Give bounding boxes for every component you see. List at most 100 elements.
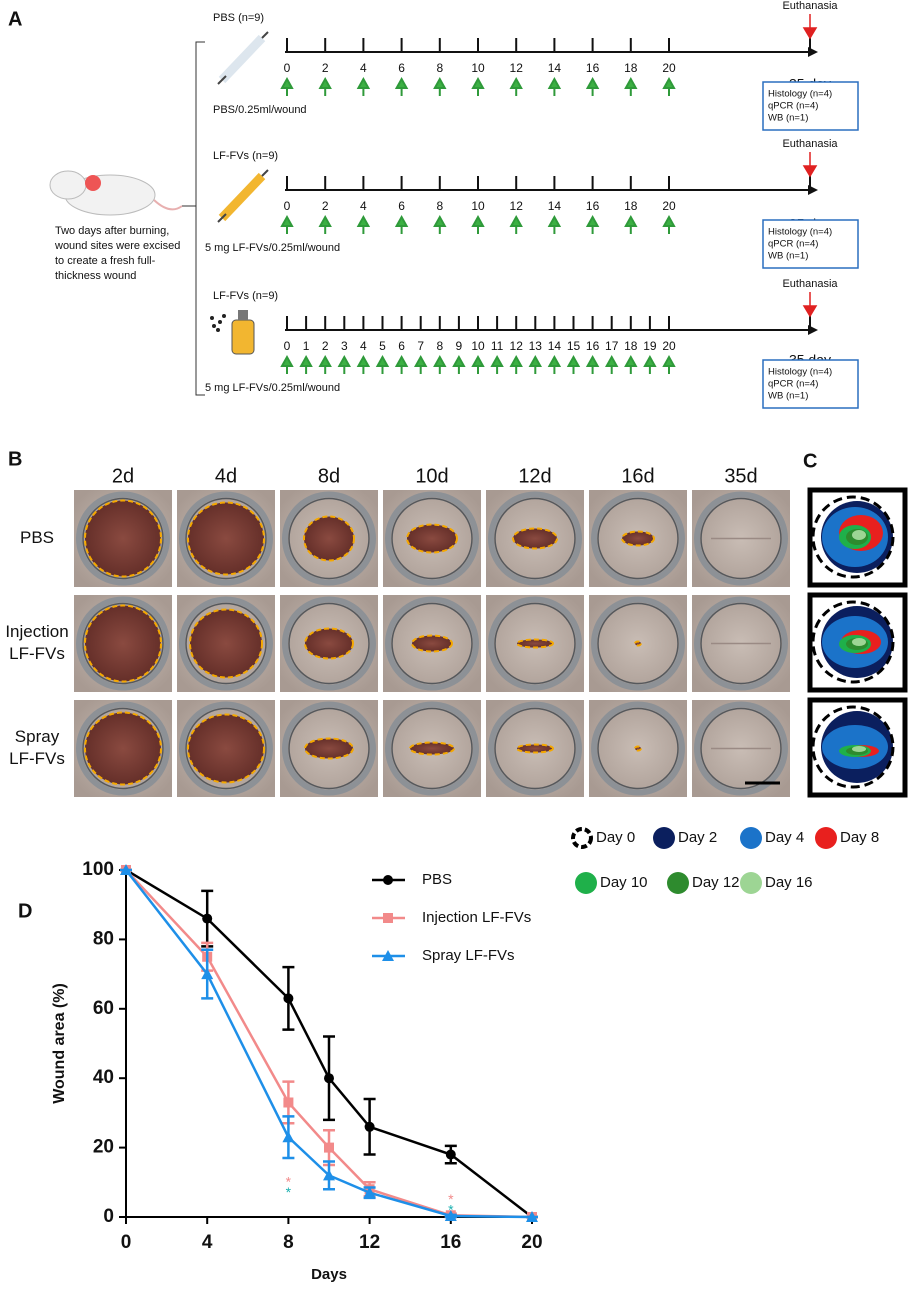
dose-arrow — [605, 354, 619, 374]
point — [526, 1211, 538, 1222]
map-day16 — [852, 638, 866, 646]
dose-arrow — [280, 354, 294, 374]
column-header: 12d — [518, 465, 551, 487]
x-tick-label: 12 — [359, 1232, 380, 1253]
day-label: 6 — [398, 339, 405, 353]
legend-swatch — [740, 872, 762, 894]
syringe-outline — [217, 31, 269, 85]
spray-dot — [216, 328, 220, 332]
spray-head — [238, 310, 248, 320]
significance: * — [448, 1201, 454, 1217]
map-day16 — [852, 530, 866, 540]
wound — [85, 605, 161, 682]
ring-inner — [597, 497, 679, 580]
spray-dot — [222, 314, 226, 318]
event-label: Euthanasia — [782, 138, 838, 150]
day-label: 2 — [322, 339, 329, 353]
dose-arrow — [318, 354, 332, 374]
ring-inner — [288, 497, 370, 580]
ring-inner — [288, 602, 370, 685]
wound — [305, 628, 353, 659]
significance: * — [448, 1191, 454, 1207]
panel-label: B — [8, 448, 22, 470]
event-arrow — [802, 14, 818, 40]
dose-arrow — [414, 354, 428, 374]
ring — [591, 596, 685, 691]
event-arrow — [802, 292, 818, 318]
wound-outline — [516, 743, 554, 754]
ring-inner — [700, 707, 782, 790]
legend-swatch — [571, 827, 593, 849]
day-label: 12 — [510, 199, 524, 213]
spray-dot — [212, 324, 216, 328]
dose-arrow — [585, 76, 600, 96]
day-label: 4 — [360, 199, 367, 213]
dose-arrow — [509, 214, 523, 234]
dose-arrow — [337, 354, 351, 374]
map-day16 — [852, 746, 866, 752]
legend-swatch — [667, 872, 689, 894]
y-tick-label: 40 — [93, 1067, 114, 1088]
dose-arrow — [624, 214, 638, 234]
day-label: 12 — [510, 339, 524, 353]
ring — [179, 701, 273, 796]
day-label: 13 — [529, 339, 543, 353]
wound-outline — [303, 515, 355, 562]
ring-inner — [391, 602, 473, 685]
day-label: 10 — [471, 61, 485, 75]
day-label: 14 — [548, 339, 562, 353]
legend-swatch — [815, 827, 837, 849]
dose-arrow — [490, 354, 504, 374]
legend-label: Day 4 — [765, 829, 804, 846]
group-title: LF-FVs (n=9) — [213, 150, 278, 162]
outcome: WB (n=1) — [768, 251, 808, 262]
point — [120, 864, 132, 875]
point — [363, 1186, 376, 1198]
dose-arrow — [280, 76, 294, 96]
dose-arrow — [662, 214, 676, 234]
legend-label: Day 12 — [692, 874, 740, 891]
x-tick-label: 0 — [121, 1232, 132, 1253]
day-label: 20 — [662, 61, 676, 75]
bracket — [182, 41, 205, 396]
dose-arrow — [394, 214, 409, 234]
legend-label: Day 0 — [596, 829, 635, 846]
y-tick-label: 80 — [93, 928, 114, 949]
map-day0 — [811, 600, 895, 684]
x-tick-label: 16 — [440, 1232, 461, 1253]
day-label: 7 — [417, 339, 424, 353]
legend-label: Injection LF-FVs — [422, 909, 531, 926]
wound-outline — [621, 530, 655, 547]
x-tick-label: 20 — [521, 1232, 542, 1253]
wound-outline — [84, 499, 162, 578]
wound — [513, 528, 557, 549]
dose-arrow — [356, 76, 371, 96]
ring-inner — [185, 707, 267, 790]
dose-text: PBS/0.25ml/wound — [213, 104, 307, 116]
ring — [591, 491, 685, 586]
day-label: 4 — [360, 339, 367, 353]
mouse-caption: Two days after burning, — [55, 225, 169, 237]
map-day0 — [811, 705, 895, 789]
day-label: 10 — [471, 199, 485, 213]
day-label: 8 — [436, 61, 443, 75]
outcome: qPCR (n=4) — [768, 101, 818, 112]
legend-label: Day 16 — [765, 874, 813, 891]
dose-arrow — [528, 354, 542, 374]
column-header: 2d — [112, 465, 134, 487]
ring-inner — [391, 497, 473, 580]
dose-arrow — [394, 354, 409, 374]
wound-outline — [187, 501, 265, 576]
wound — [190, 609, 262, 678]
wound — [188, 714, 264, 783]
dose-text: 5 mg LF-FVs/0.25ml/wound — [205, 382, 340, 394]
ring — [694, 491, 788, 586]
ring — [694, 701, 788, 796]
ring — [179, 596, 273, 691]
day-label: 11 — [491, 339, 504, 353]
wound — [517, 744, 553, 753]
day-label: 10 — [471, 339, 485, 353]
ring — [488, 701, 582, 796]
row-label: Injection — [5, 622, 68, 641]
